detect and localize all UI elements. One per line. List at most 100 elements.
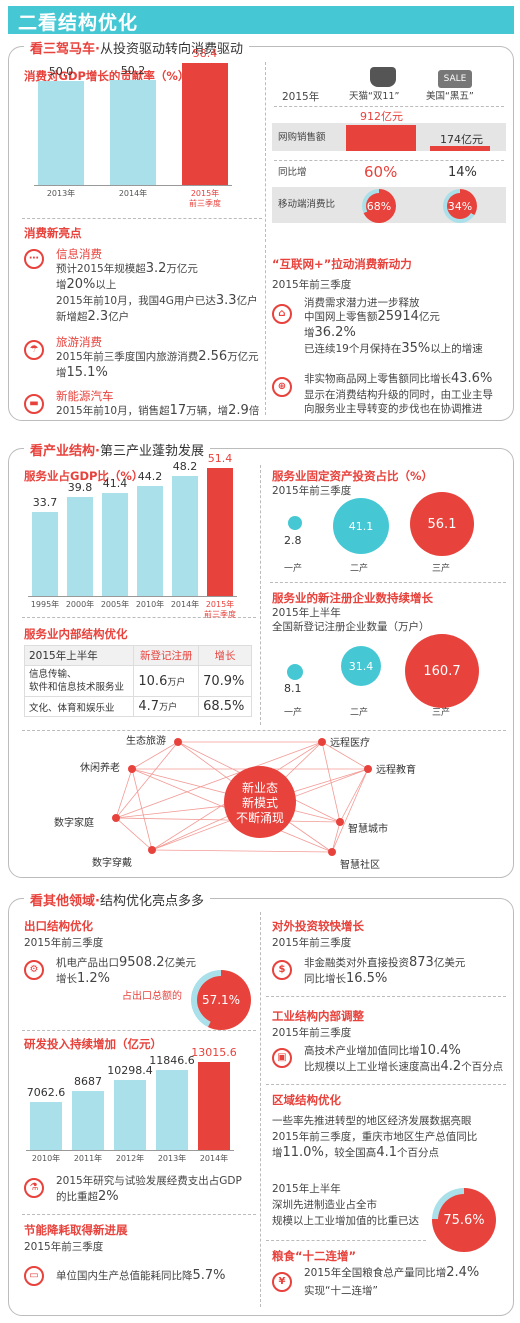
flask-icon: ⚗: [24, 1178, 44, 1198]
network-node-label: 数字穿戴: [92, 856, 132, 869]
data-label: 11846.6: [149, 1053, 195, 1067]
network-node: [112, 814, 120, 822]
section-1-title: 看三驾马车·从投资驱动转向消费驱动: [24, 38, 249, 57]
chart-bar: [137, 485, 163, 596]
energy-l1: 单位国内生产总值能耗同比降5.7%: [56, 1268, 226, 1283]
network-node-label: 智慧社区: [340, 858, 380, 871]
network-link: [131, 768, 153, 851]
travel-line-2: 增15.1%: [56, 365, 108, 380]
table-header-year: 2015年: [282, 91, 320, 103]
info-line-1: 预计2015年规模超3.2万亿元: [56, 261, 198, 276]
x-tick-label: 2013年: [157, 1154, 187, 1163]
network-link: [331, 821, 341, 853]
chart-bar: [67, 496, 93, 596]
net-l6: 显示在消费结构升级的同时，由工业主导: [304, 389, 493, 401]
network-node-label: 智慧城市: [348, 822, 388, 835]
network-node: [174, 738, 182, 746]
industry-year: 2015年前三季度: [272, 1027, 352, 1039]
chart-bar: [38, 80, 84, 185]
network-link: [151, 849, 333, 853]
fix-circle-1: [288, 516, 302, 530]
x-tick-label: 2015年: [190, 189, 220, 198]
export-title: 出口结构优化: [24, 919, 93, 933]
x-axis: [28, 596, 237, 597]
section-2-title: 看产业结构·第三产业蓬勃发展: [24, 440, 210, 459]
network-center-label: 新模式: [242, 795, 278, 810]
travel-icon: ☂: [24, 340, 44, 360]
info-consume-title: 信息消费: [56, 247, 102, 261]
reg-circle-2: 31.4: [341, 646, 381, 686]
x-tick-label: 2013年: [46, 189, 76, 198]
x-tick-label: 1995年: [30, 600, 60, 609]
travel-line-1: 2015年前三季度国内旅游消费2.56万亿元: [56, 349, 259, 364]
donut-label: 57.1%: [197, 976, 245, 1024]
data-label: 48.2: [172, 459, 198, 473]
region-title: 区域结构优化: [272, 1093, 341, 1107]
register-l1: 2015年上半年: [272, 607, 341, 619]
section-others: [8, 898, 514, 1316]
network-center: [224, 766, 296, 838]
fix-val-1: 2.8: [284, 534, 302, 547]
ev-title: 新能源汽车: [56, 389, 114, 403]
network-link: [115, 741, 179, 819]
x-tick-label: 2005年: [100, 600, 130, 609]
shenzhen-l1: 2015年上半年: [272, 1183, 341, 1195]
reg-ind-3: 三产: [432, 708, 451, 718]
invest-l1: 非金融类对外直接投资873亿美元: [304, 955, 466, 970]
grain-l1: 2015年全国粮食总产量同比增2.4%: [304, 1265, 480, 1280]
energy-year: 2015年前三季度: [24, 1241, 104, 1253]
chart-bar: [182, 63, 228, 185]
reg-ind-2: 二产: [350, 708, 369, 718]
fix-circle-3: 56.1: [410, 492, 474, 556]
chart-bar: [114, 1080, 146, 1150]
data-label: 8687: [74, 1075, 102, 1089]
x-tick-label: 2010年: [135, 600, 165, 609]
reg-val-1: 8.1: [284, 682, 302, 695]
chart-bar: [30, 1102, 62, 1150]
inner-title: 服务业内部结构优化: [24, 627, 128, 641]
x-tick-label: 前三季度: [189, 199, 221, 208]
network-node: [364, 765, 372, 773]
network-node-label: 远程医疗: [330, 736, 370, 749]
shenzhen-l3: 规模以上工业增加值的比重已达: [272, 1215, 419, 1227]
donut-label: 68%: [366, 193, 392, 219]
donut-label: 34%: [447, 193, 473, 219]
chart-2-title: 服务业占GDP比（%）: [24, 469, 144, 483]
table-header-blackfriday: 美国“黑五”: [426, 91, 474, 102]
network-node: [336, 818, 344, 826]
hand-coin-icon: $: [272, 960, 292, 980]
data-label: 33.7: [32, 495, 58, 509]
chart-bar: [102, 492, 128, 596]
region-l2: 2015年前三季度，重庆市地区生产总值同比: [272, 1131, 478, 1143]
ev-line-1: 2015年前10月，销售超17万辆，增2.9倍: [56, 403, 260, 418]
network-link: [321, 741, 341, 823]
net-l4: 已连续19个月保持在35%以上的增速: [304, 341, 483, 356]
network-link: [321, 741, 369, 770]
x-axis: [26, 1150, 234, 1151]
bf-growth-value: 14%: [448, 165, 477, 180]
network-node: [318, 738, 326, 746]
info-consume-icon: ⋯: [24, 249, 44, 269]
register-l2: 全国新登记注册企业数量（万户）: [272, 621, 430, 633]
fix-ind-1: 一产: [284, 564, 303, 574]
data-label: 50.0: [48, 64, 74, 78]
network-link: [115, 817, 341, 823]
network-node: [328, 848, 336, 856]
invest-l2: 同比增长16.5%: [304, 971, 388, 986]
internet-title: “互联网+”拉动消费新动力: [272, 257, 412, 271]
network-node-label: 生态旅游: [126, 734, 166, 747]
tmall-mobile-donut: 68%: [362, 189, 396, 223]
data-label: 13015.6: [191, 1045, 237, 1059]
monitor-icon: ▭: [24, 1266, 44, 1286]
export-year: 2015年前三季度: [24, 937, 104, 949]
section-consumption: [8, 46, 514, 421]
net-l5: 非实物商品网上零售额同比增长43.6%: [304, 371, 493, 386]
x-axis: [34, 185, 232, 186]
rd-note-2: 的比重超2%: [56, 1189, 119, 1204]
internet-year: 2015年前三季度: [272, 279, 352, 291]
net-l1: 消费需求潜力进一步释放: [304, 297, 420, 309]
chart-bar: [72, 1091, 104, 1150]
x-tick-label: 2014年: [118, 189, 148, 198]
industry-l2: 比规模以上工业增长速度高出4.2个百分点: [304, 1059, 504, 1074]
